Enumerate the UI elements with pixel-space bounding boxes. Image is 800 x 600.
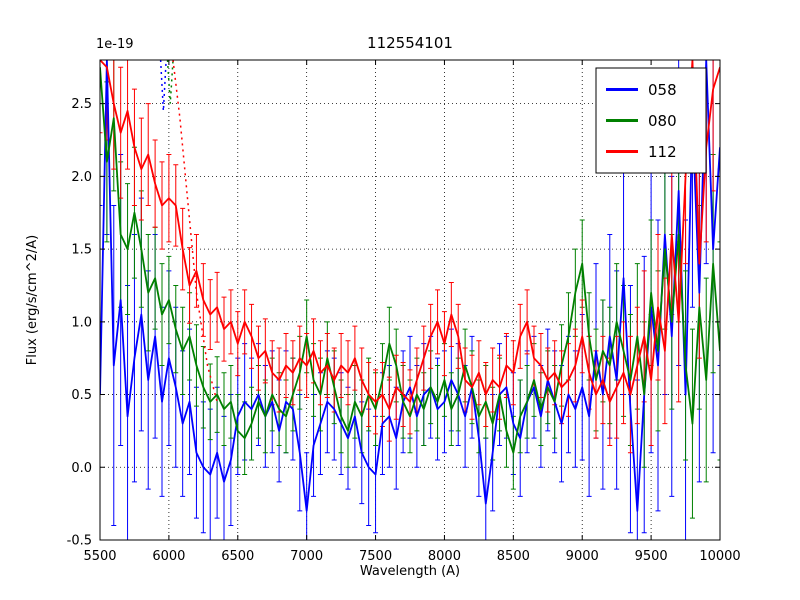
y-tick-label: 1.5 [71, 243, 92, 258]
series-line-058 [100, 60, 720, 512]
x-tick-label: 6500 [221, 549, 254, 564]
x-tick-label: 8000 [428, 549, 461, 564]
x-tick-label: 10000 [699, 549, 740, 564]
plot-frame [99, 59, 721, 541]
y-tick-label: -0.5 [67, 534, 92, 549]
legend-label-080: 080 [648, 112, 677, 130]
y-tick-labels: -0.5 0.0 0.5 1.0 1.5 2.0 2.5 [67, 97, 92, 548]
x-tick-labels: 5500 6000 6500 7000 7500 8000 8500 9000 9500 1000… [83, 549, 740, 564]
chart-title: 112554101 [367, 34, 453, 52]
y-tick-label: 2.5 [71, 97, 92, 112]
x-axis-label: Wavelength (A) [360, 564, 460, 579]
y-tick-label: 1.0 [71, 315, 92, 330]
series-line-112 [100, 60, 720, 410]
legend: 058 080 112 [595, 67, 707, 174]
x-tick-label: 8500 [497, 549, 530, 564]
y-tick-label: 0.0 [71, 461, 92, 476]
x-tick-label: 5500 [83, 549, 116, 564]
x-tick-label: 7500 [359, 549, 392, 564]
plot-data-layer [100, 60, 720, 540]
dotted-overlay-080 [166, 60, 174, 104]
dotted-overlay-058 [159, 60, 167, 111]
x-tick-label: 9500 [635, 549, 668, 564]
static-text-layer: 112554101 1e-19 Wavelength (A) Flux (erg… [25, 34, 460, 579]
legend-label-112: 112 [648, 143, 677, 161]
dotted-overlay-112 [172, 60, 218, 403]
y-axis-label: Flux (erg/s/cm^2/A) [25, 235, 40, 365]
x-tick-label: 9000 [566, 549, 599, 564]
y-axis-offset-text: 1e-19 [96, 37, 134, 52]
series-line-080 [100, 67, 720, 454]
x-tick-label: 7000 [290, 549, 323, 564]
y-tick-label: 0.5 [71, 388, 92, 403]
legend-label-058: 058 [648, 81, 677, 99]
x-tick-label: 6000 [152, 549, 185, 564]
y-tick-label: 2.0 [71, 170, 92, 185]
axis-ticks [99, 60, 721, 541]
